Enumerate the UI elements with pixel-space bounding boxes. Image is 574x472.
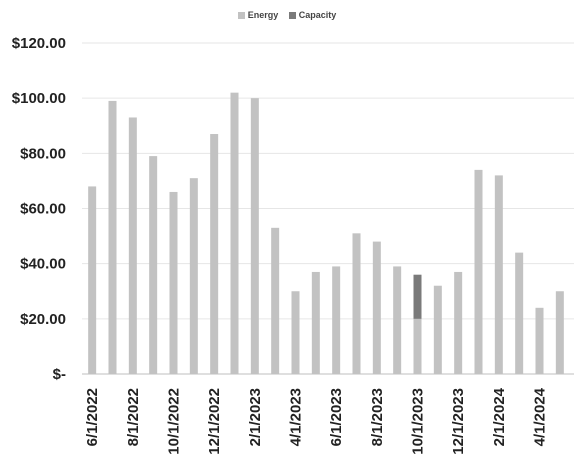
legend-item-energy: Energy (237, 10, 279, 20)
x-tick-label: 12/1/2023 (450, 388, 467, 455)
bar-energy (555, 291, 564, 374)
x-tick-label: 8/1/2023 (369, 388, 386, 446)
bar-energy (393, 266, 402, 374)
x-tick-label: 10/1/2022 (166, 388, 183, 455)
bar-energy (413, 318, 422, 374)
x-tick-label: 4/1/2024 (532, 387, 549, 446)
bar-energy (250, 98, 259, 375)
y-tick-label: $- (53, 366, 66, 383)
bar-energy (372, 241, 381, 374)
x-tick-label: 12/1/2022 (206, 388, 223, 455)
bar-energy (271, 227, 280, 374)
bar-energy (169, 191, 178, 374)
bar-energy (230, 92, 239, 375)
bar-energy (88, 186, 97, 374)
y-tick-label: $100.00 (12, 90, 66, 107)
chart-legend: Energy Capacity (0, 10, 574, 21)
legend-swatch-capacity (288, 11, 296, 19)
x-tick-label: 2/1/2024 (491, 387, 508, 446)
bar-energy (149, 156, 158, 374)
bar-energy (494, 175, 503, 374)
legend-label-energy: Energy (247, 10, 279, 20)
bar-energy (311, 271, 320, 374)
bar-energy (454, 271, 463, 374)
bar-energy (108, 100, 117, 375)
legend-label-capacity: Capacity (298, 10, 337, 20)
x-tick-label: 6/1/2023 (328, 388, 345, 446)
bar-capacity (413, 274, 422, 319)
y-tick-label: $40.00 (20, 256, 66, 273)
y-tick-label: $80.00 (20, 145, 66, 162)
bar-energy (189, 178, 198, 374)
bar-energy (515, 252, 524, 374)
x-tick-label: 6/1/2022 (84, 388, 101, 446)
bar-energy (352, 233, 361, 374)
bar-energy (210, 134, 219, 374)
bar-energy (433, 285, 442, 374)
legend-swatch-energy (237, 11, 245, 19)
x-tick-label: 4/1/2023 (288, 388, 305, 446)
y-tick-label: $120.00 (12, 35, 66, 52)
bar-energy (291, 291, 300, 374)
bar-energy (474, 169, 483, 374)
y-tick-label: $60.00 (20, 201, 66, 218)
bar-energy (332, 266, 341, 374)
bar-energy (128, 117, 137, 374)
x-tick-label: 10/1/2023 (410, 388, 427, 455)
x-tick-label: 8/1/2022 (125, 388, 142, 446)
y-tick-label: $20.00 (20, 311, 66, 328)
x-tick-label: 2/1/2023 (247, 388, 264, 446)
bar-energy (535, 307, 544, 374)
legend-item-capacity: Capacity (288, 10, 337, 20)
